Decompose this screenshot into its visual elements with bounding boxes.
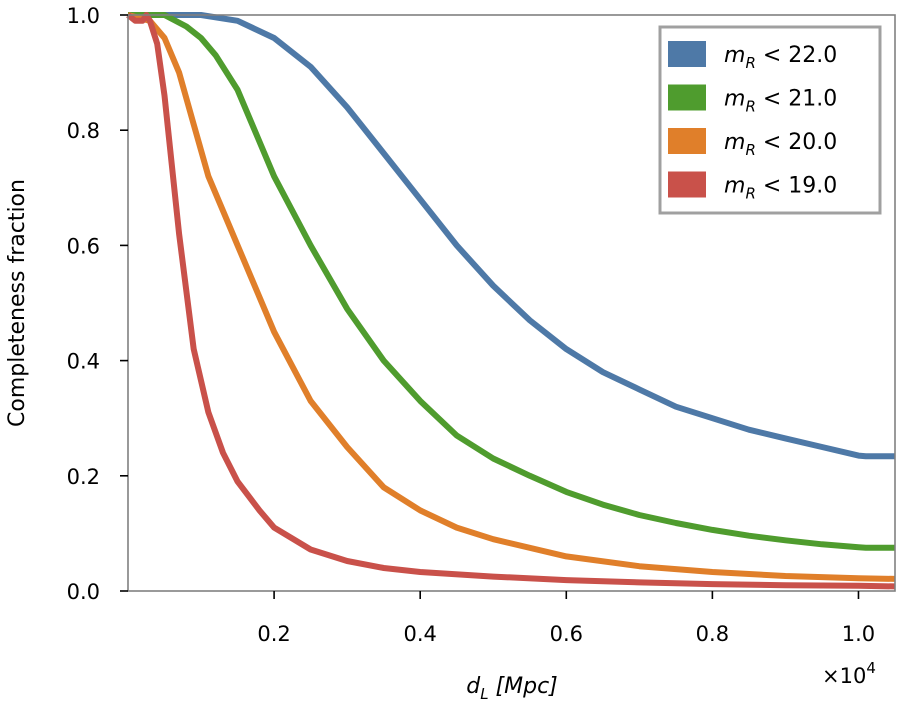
plot-frame — [127, 14, 896, 592]
series-line-2 — [127, 12, 896, 582]
legend-swatch-1 — [668, 84, 706, 111]
series-line-1 — [128, 12, 895, 551]
y-tick-label: 0.6 — [67, 234, 100, 258]
y-tick-label: 1.0 — [67, 4, 100, 28]
x-axis-multiplier-base: ×10 — [822, 664, 866, 688]
y-axis-label: Completeness fraction — [5, 179, 30, 427]
legend-label-3: mR < 19.0 — [724, 174, 837, 203]
legend-label-1: mR < 21.0 — [724, 87, 837, 116]
x-tick-label: 1.0 — [842, 622, 875, 646]
series-line-0 — [128, 12, 895, 460]
x-axis-label-sub: L — [480, 685, 488, 703]
y-tick-label: 0.4 — [67, 350, 100, 374]
y-axis: 0.0 0.2 0.4 0.6 0.8 1.0 — [67, 4, 128, 604]
x-axis-label-unit: [Mpc] — [489, 674, 558, 699]
y-tick-label: 0.8 — [67, 119, 100, 143]
x-axis-label: dL [Mpc] — [466, 674, 558, 703]
x-axis-multiplier: ×104 — [822, 659, 876, 688]
y-tick-label: 0.0 — [67, 580, 100, 604]
x-axis-multiplier-exp: 4 — [866, 659, 876, 677]
x-axis-label-var: d — [466, 674, 481, 699]
x-tick-label: 0.2 — [257, 622, 290, 646]
legend-label-0: mR < 22.0 — [724, 43, 837, 72]
x-axis: 0.2 0.4 0.6 0.8 1.0 — [257, 591, 875, 646]
x-tick-label: 0.6 — [550, 622, 583, 646]
legend: mR < 22.0 mR < 21.0 mR < 20.0 mR < 19.0 — [658, 25, 882, 215]
x-tick-label: 0.4 — [403, 622, 436, 646]
plot-lines — [126, 12, 896, 590]
series-line-3 — [126, 12, 896, 590]
y-tick-label: 0.2 — [67, 465, 100, 489]
legend-swatch-0 — [668, 41, 706, 67]
legend-swatch-2 — [668, 128, 706, 154]
x-tick-label: 0.8 — [696, 622, 729, 646]
legend-swatch-3 — [668, 171, 706, 198]
legend-label-2: mR < 20.0 — [724, 130, 837, 159]
legend-entries: mR < 22.0 mR < 21.0 mR < 20.0 mR < 19.0 — [668, 41, 837, 203]
